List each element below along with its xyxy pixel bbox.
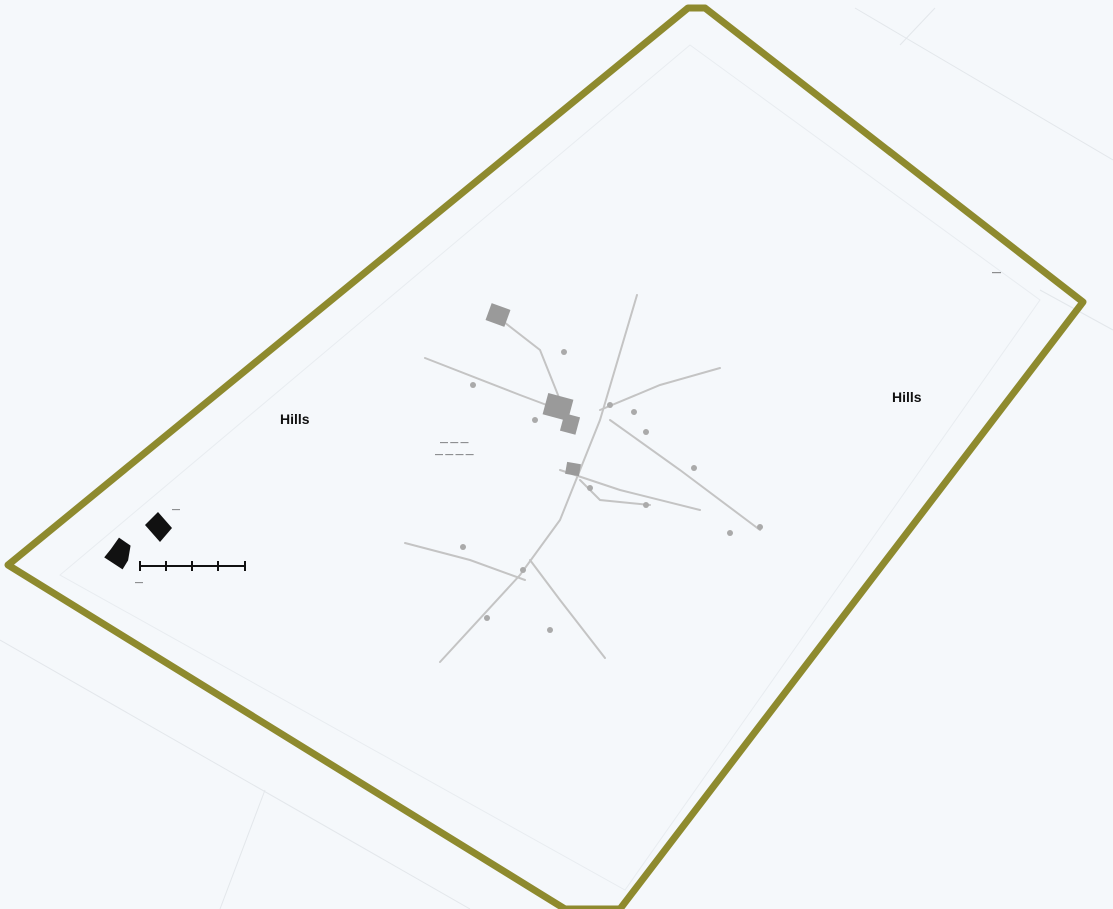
road-southeast	[609, 419, 761, 531]
road-spur	[579, 479, 651, 506]
settlement-north	[485, 303, 511, 327]
settlements	[485, 303, 581, 477]
road-east-branch	[599, 367, 721, 411]
road-main-ne	[439, 294, 638, 663]
scale-bar-icon	[139, 561, 246, 571]
label-centre-line1: — — —	[440, 438, 468, 447]
inner-sheet	[59, 44, 1041, 891]
settlement-south	[565, 461, 581, 477]
road-center-east	[559, 469, 701, 511]
settlement-centre-2	[559, 413, 581, 435]
road-southwest	[404, 542, 526, 581]
label-legend-caption: —	[172, 505, 180, 514]
point-features	[460, 349, 763, 633]
boundary-outline[interactable]	[4, 4, 1087, 909]
label-hills-west: Hills	[280, 411, 310, 427]
road-north	[494, 314, 561, 401]
label-scale-caption: —	[135, 578, 143, 587]
label-north-east: —	[992, 267, 1001, 277]
label-hills-east: Hills	[892, 389, 922, 405]
road-south	[529, 559, 606, 659]
north-arrow-icon	[104, 512, 172, 570]
label-centre-line2: — — — —	[435, 450, 474, 459]
